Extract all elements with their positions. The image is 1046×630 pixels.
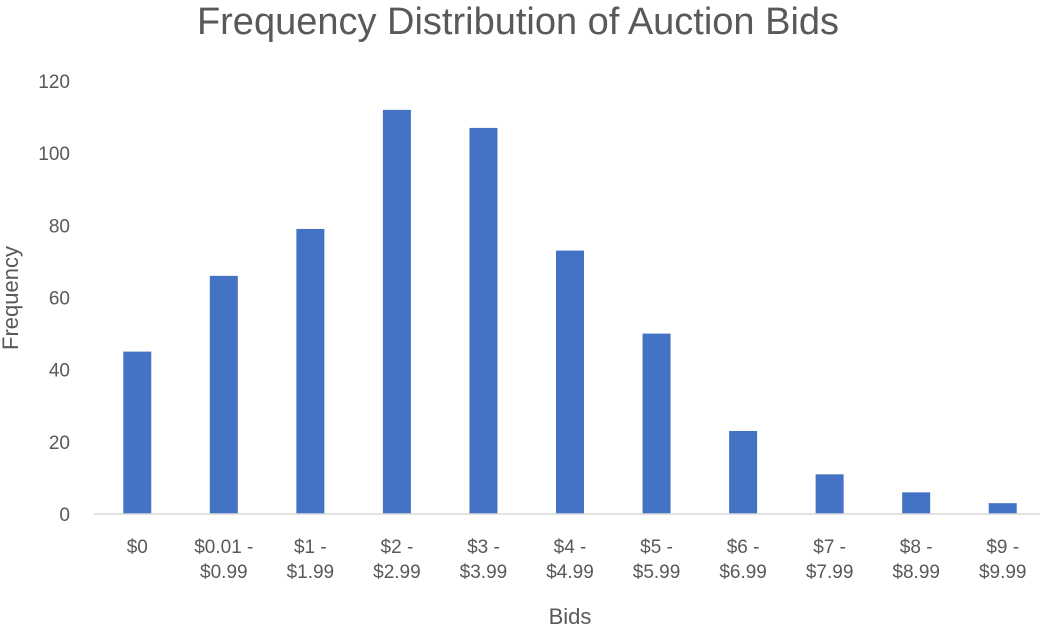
y-tick-label: 100 — [38, 144, 70, 165]
y-axis-label: Frequency — [0, 246, 23, 350]
bar — [902, 492, 931, 514]
y-tick-label: 80 — [49, 216, 70, 237]
bar — [296, 228, 325, 515]
x-tick-label: $2 -$2.99 — [373, 537, 421, 583]
y-axis-ticks: 0 20 40 60 80 100 120 — [38, 72, 70, 526]
bar — [556, 250, 584, 514]
x-tick-label: $9 -$9.99 — [979, 537, 1027, 583]
x-tick-label: $4 -$4.99 — [546, 537, 594, 583]
x-tick-label: $0.01 -$0.99 — [194, 537, 253, 583]
y-tick-label: 40 — [49, 361, 70, 382]
bar — [729, 431, 758, 514]
y-tick-label: 120 — [38, 72, 70, 93]
bar — [382, 109, 411, 514]
bars — [123, 109, 1017, 515]
x-tick-label: $6 -$6.99 — [719, 537, 767, 583]
chart-title: Frequency Distribution of Auction Bids — [197, 1, 839, 43]
bar — [988, 503, 1017, 514]
y-tick-label: 0 — [59, 505, 70, 526]
bar — [123, 351, 152, 514]
x-tick-label: $0 — [127, 537, 148, 558]
bar — [642, 333, 671, 514]
y-tick-label: 60 — [49, 289, 70, 310]
x-tick-label: $7 -$7.99 — [806, 537, 854, 583]
x-tick-label: $3 -$3.99 — [460, 537, 508, 583]
bar — [815, 474, 844, 514]
x-axis-label: Bids — [549, 604, 592, 625]
y-tick-label: 20 — [49, 433, 70, 454]
bar — [209, 275, 238, 514]
x-tick-label: $5 -$5.99 — [633, 537, 681, 583]
bar — [469, 127, 498, 515]
x-axis-ticks: $0 $0.01 -$0.99 $1 -$1.99 $2 -$2.99 $3 -$3.9… — [127, 537, 1027, 583]
x-tick-label: $8 -$8.99 — [892, 537, 940, 583]
x-tick-label: $1 -$1.99 — [287, 537, 335, 583]
